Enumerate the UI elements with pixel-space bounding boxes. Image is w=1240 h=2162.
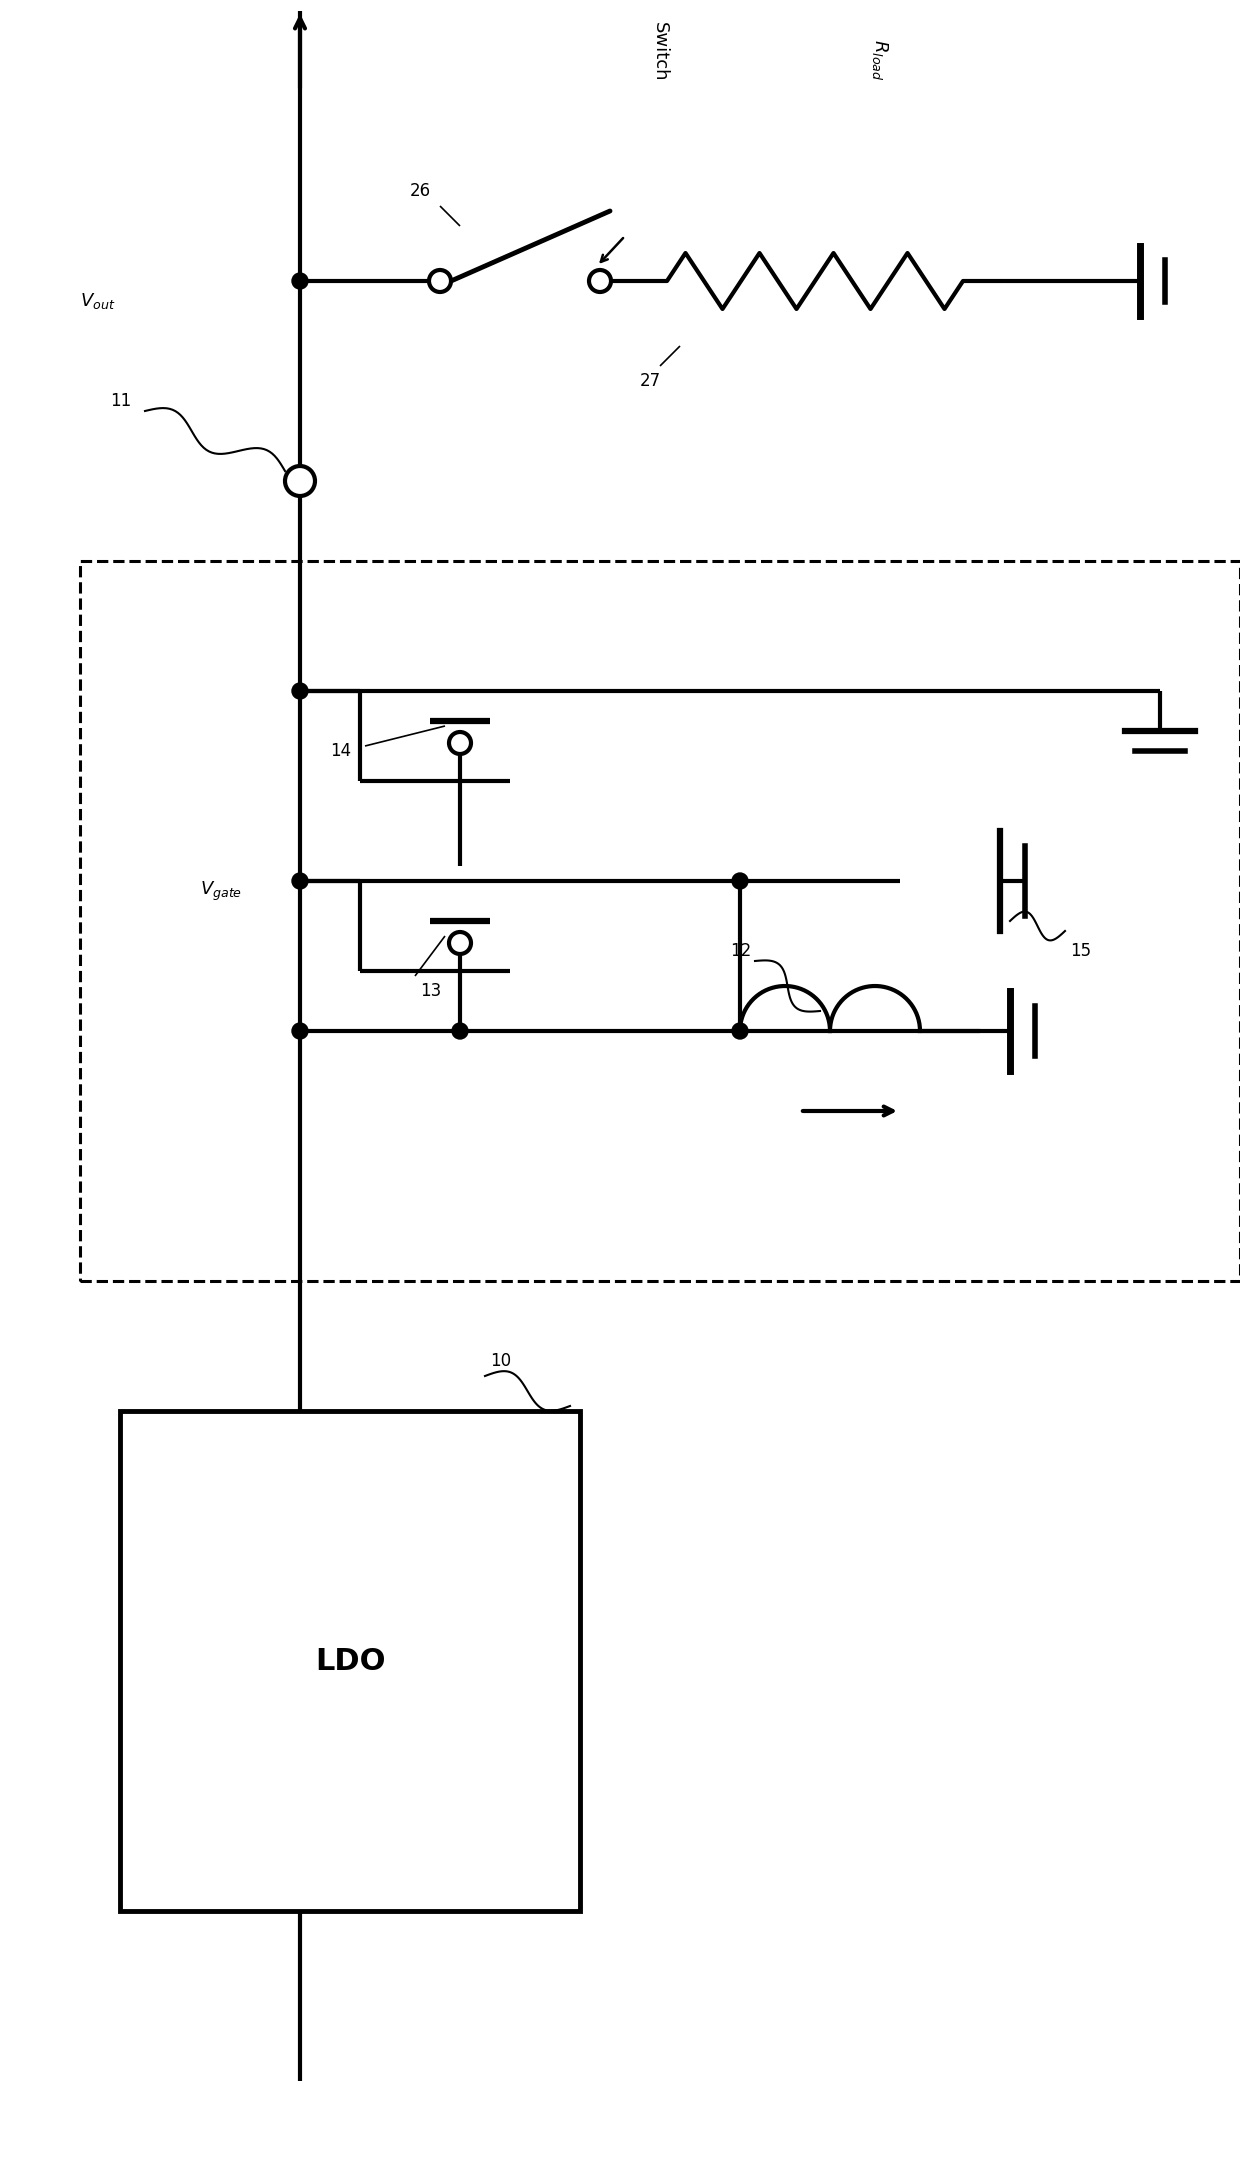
Text: 14: 14 — [330, 742, 351, 761]
Circle shape — [589, 270, 611, 292]
Circle shape — [453, 1023, 467, 1040]
Bar — [120, 1412, 580, 1911]
Text: 27: 27 — [640, 372, 661, 389]
Circle shape — [291, 873, 308, 889]
Circle shape — [732, 873, 748, 889]
Text: 13: 13 — [420, 982, 441, 1001]
Text: 15: 15 — [1070, 943, 1091, 960]
Bar — [81, 560, 1240, 1282]
Circle shape — [291, 272, 308, 290]
Text: LDO: LDO — [315, 1647, 386, 1676]
Text: 26: 26 — [410, 182, 432, 201]
Circle shape — [291, 1023, 308, 1040]
Circle shape — [285, 467, 315, 495]
Circle shape — [732, 1023, 748, 1040]
Text: Switch: Switch — [651, 22, 670, 80]
Text: 10: 10 — [490, 1351, 511, 1371]
Circle shape — [449, 733, 471, 755]
Circle shape — [429, 270, 451, 292]
Text: $R_{load}$: $R_{load}$ — [870, 39, 890, 80]
Text: $V_{gate}$: $V_{gate}$ — [200, 880, 242, 902]
Text: 12: 12 — [730, 943, 751, 960]
Text: 11: 11 — [110, 391, 131, 411]
Circle shape — [449, 932, 471, 953]
Text: $V_{out}$: $V_{out}$ — [81, 292, 115, 311]
Circle shape — [291, 683, 308, 698]
